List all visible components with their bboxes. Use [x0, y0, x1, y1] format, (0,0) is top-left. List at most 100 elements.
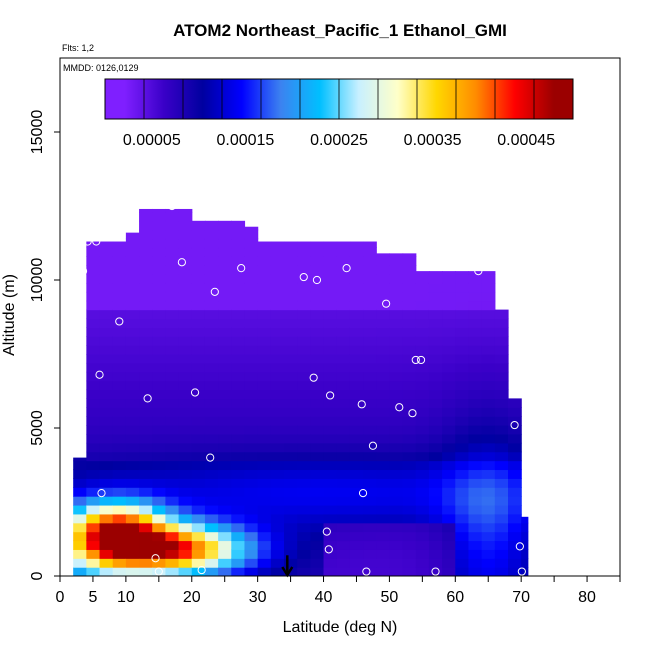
field-cell [349, 336, 364, 346]
field-cell [270, 318, 285, 328]
field-cell [73, 487, 87, 497]
field-cell [297, 336, 311, 346]
field-cell [139, 451, 153, 462]
field-cell [112, 327, 127, 337]
field-cell [191, 256, 206, 266]
y-axis: 0 5000 10000 15000 [29, 110, 60, 580]
field-cell [231, 354, 246, 364]
field-cell [178, 460, 193, 471]
field-cell [349, 407, 364, 417]
field-cell [204, 442, 219, 453]
field-cell [231, 247, 246, 257]
field-cell [481, 451, 496, 462]
field-cell [191, 291, 206, 302]
field-cell [323, 247, 338, 257]
field-cell [86, 451, 101, 462]
field-cell [257, 371, 272, 382]
field-cell [165, 238, 180, 249]
field-cell [125, 247, 140, 257]
field-cell [139, 238, 153, 249]
field-cell [257, 300, 272, 311]
field-cell [257, 549, 272, 559]
field-cell [125, 309, 140, 320]
field-cell [218, 389, 232, 399]
field-cell [125, 291, 140, 302]
field-cell [152, 531, 167, 542]
field-cell [152, 309, 167, 320]
field-cell [428, 300, 443, 311]
field-cell [152, 460, 167, 471]
field-cell [257, 345, 272, 355]
field-cell [125, 567, 140, 576]
field-cell [336, 345, 351, 355]
field-cell [86, 531, 101, 542]
field-cell [297, 362, 311, 373]
field-cell [415, 318, 430, 328]
field-cell [455, 407, 470, 417]
field-cell [244, 549, 259, 559]
field-cell [481, 416, 496, 426]
field-cell [297, 460, 311, 471]
field-cell [231, 229, 246, 240]
field-cell [231, 433, 246, 444]
flight-track-point [357, 400, 366, 409]
field-cell [139, 282, 153, 293]
field-cell [257, 265, 272, 275]
field-cell [310, 389, 325, 399]
field-cell [112, 496, 127, 506]
flight-track-point [129, 210, 138, 219]
field-cell [468, 460, 483, 471]
field-cell [152, 318, 167, 328]
field-cell [310, 282, 325, 293]
flight-track-point [190, 388, 200, 397]
field-cell [508, 522, 522, 533]
field-cell [218, 522, 232, 533]
x-tick-label: 60 [446, 589, 464, 606]
field-cell [428, 496, 443, 506]
field-cell [204, 531, 219, 542]
field-cell [468, 425, 483, 435]
field-cell [442, 416, 456, 426]
field-cell [204, 282, 219, 293]
field-cell [442, 522, 456, 533]
field-cell [270, 513, 285, 524]
field-cell [73, 513, 87, 524]
x-tick-label: 50 [381, 589, 399, 606]
field-cell [86, 425, 101, 435]
field-cell [284, 407, 298, 417]
field-cell [455, 389, 470, 399]
field-cell [231, 398, 246, 408]
field-cell [376, 416, 391, 426]
field-cell [178, 389, 193, 399]
field-cell [428, 416, 443, 426]
field-cell [244, 425, 259, 435]
field-cell [455, 291, 470, 302]
field-cell [428, 362, 443, 373]
field-cell [112, 558, 127, 568]
field-cell [428, 460, 443, 471]
field-cell [428, 469, 443, 479]
field-cell [376, 256, 391, 266]
field-cell [165, 208, 180, 213]
field-cell [231, 371, 246, 382]
field-cell [231, 416, 246, 426]
field-cell [442, 487, 456, 497]
field-cell [152, 300, 167, 311]
field-cell [139, 362, 153, 373]
field-cell [125, 274, 140, 284]
field-cell [455, 549, 470, 559]
field-cell [191, 318, 206, 328]
field-cell [363, 398, 377, 408]
field-cell [204, 229, 219, 240]
field-cell [152, 496, 167, 506]
field-cell [481, 271, 496, 275]
field-cell [270, 442, 285, 453]
field-cell [389, 460, 404, 471]
field-cell [152, 558, 167, 568]
field-cell [323, 327, 338, 337]
field-cell [178, 407, 193, 417]
field-cell [481, 425, 496, 435]
field-cell [402, 522, 417, 533]
x-tick-label: 80 [578, 589, 596, 606]
colorbar-segment [300, 79, 340, 119]
